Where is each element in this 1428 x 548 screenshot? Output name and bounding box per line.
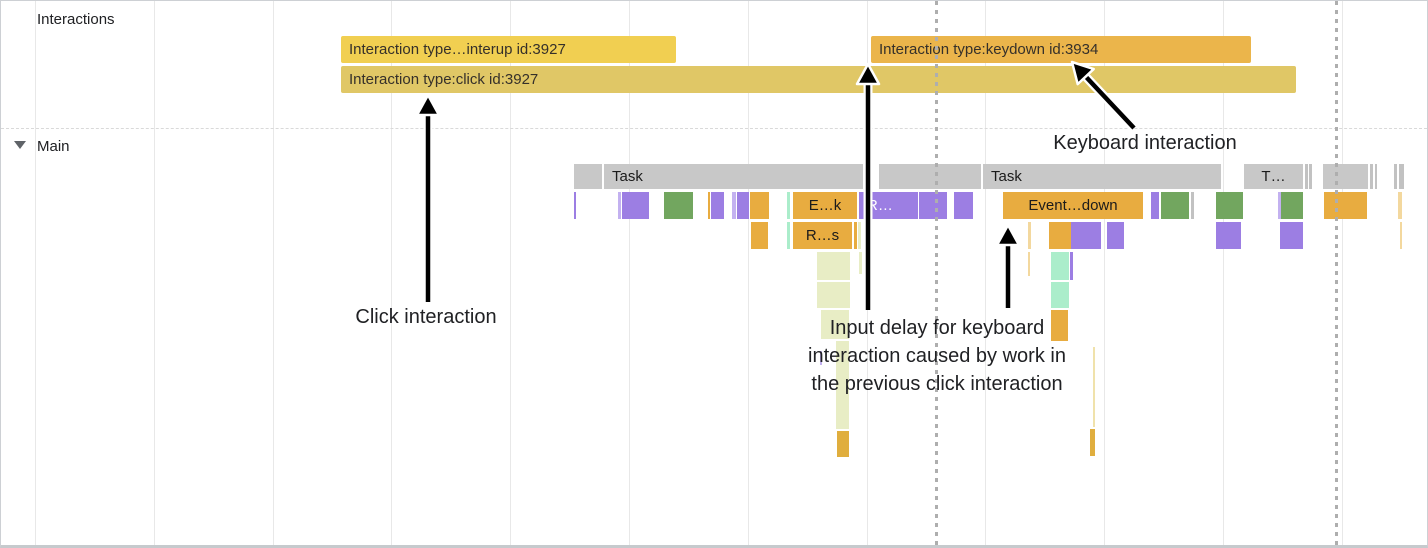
interaction-keydown[interactable]: Interaction type:keydown id:3934 — [871, 36, 1251, 63]
flame-bar[interactable] — [879, 164, 981, 189]
flame-bar[interactable] — [751, 222, 768, 249]
flame-bar-task[interactable]: Task — [604, 164, 863, 189]
flame-bar[interactable] — [1051, 310, 1068, 341]
interactions-track-label: Interactions — [37, 11, 115, 28]
flame-bar[interactable] — [954, 192, 973, 219]
flame-bar[interactable] — [1370, 164, 1373, 189]
dotted-guide-line — [935, 1, 938, 545]
keyboard-interaction-note: Keyboard interaction — [1053, 132, 1237, 154]
flame-bar[interactable] — [1049, 222, 1071, 249]
flame-bar-task[interactable]: Task — [983, 164, 1221, 189]
click-interaction-note: Click interaction — [355, 306, 497, 328]
flame-bar[interactable] — [574, 164, 602, 189]
grid-line — [35, 1, 36, 545]
grid-line — [1342, 1, 1343, 545]
flame-bar[interactable] — [1070, 252, 1073, 280]
flame-bar[interactable] — [1323, 164, 1368, 189]
main-track-label[interactable]: Main — [37, 138, 70, 155]
flame-bar[interactable] — [1278, 192, 1281, 219]
flame-bar[interactable] — [664, 192, 693, 219]
dotted-guide-line — [1335, 1, 1338, 545]
grid-line — [748, 1, 749, 545]
flame-bar[interactable] — [1093, 347, 1095, 427]
flame-bar[interactable] — [1151, 192, 1159, 219]
interaction-pointerup[interactable]: Interaction type…interup id:3927 — [341, 36, 676, 63]
flame-bar[interactable] — [1090, 429, 1095, 456]
flame-bar[interactable] — [837, 431, 849, 457]
flame-bar[interactable] — [1400, 222, 1402, 249]
track-separator — [1, 128, 1427, 129]
flame-bar[interactable] — [711, 192, 724, 219]
flame-bar[interactable] — [622, 192, 649, 219]
flame-bar[interactable] — [919, 192, 947, 219]
flame-bar-ek[interactable]: E…k — [793, 192, 857, 219]
flame-bar[interactable] — [821, 310, 849, 339]
flame-bar[interactable] — [817, 282, 850, 308]
flame-bar-eventdown[interactable]: Event…down — [1003, 192, 1143, 219]
main-track-collapse-icon[interactable] — [14, 141, 26, 149]
flame-bar-rs[interactable]: R…s — [793, 222, 852, 249]
flame-bar[interactable] — [787, 222, 790, 249]
flame-bar[interactable] — [1191, 192, 1194, 219]
interaction-click[interactable]: Interaction type:click id:3927 — [341, 66, 1296, 93]
flame-bar[interactable] — [708, 192, 710, 219]
flame-bar[interactable] — [820, 351, 822, 365]
flame-bar[interactable] — [1280, 222, 1303, 249]
grid-line — [154, 1, 155, 545]
flame-bar[interactable] — [836, 341, 849, 429]
flame-bar[interactable] — [1107, 222, 1124, 249]
grid-line — [1104, 1, 1105, 545]
click-arrow — [415, 93, 441, 302]
grid-line — [629, 1, 630, 545]
flame-bar[interactable] — [1375, 164, 1377, 189]
flame-bar[interactable] — [1051, 282, 1069, 308]
flame-bar[interactable] — [737, 192, 749, 219]
flame-bar-t[interactable]: T… — [1244, 164, 1303, 189]
flame-bar[interactable] — [1394, 164, 1397, 189]
grid-line — [1223, 1, 1224, 545]
input-delay-note: Input delay for keyboard interaction cau… — [808, 317, 1066, 395]
flame-bar[interactable] — [1399, 164, 1404, 189]
flame-bar[interactable] — [1071, 222, 1101, 249]
grid-line — [985, 1, 986, 545]
flame-bar[interactable] — [817, 252, 850, 280]
flame-bar[interactable] — [854, 222, 857, 249]
flame-bar[interactable] — [1324, 192, 1367, 219]
flame-bar[interactable] — [1305, 164, 1308, 189]
flame-bar[interactable] — [732, 192, 736, 219]
flame-bar[interactable] — [1281, 192, 1303, 219]
flame-bar[interactable] — [858, 222, 861, 249]
flame-bar[interactable] — [1216, 192, 1243, 219]
grid-line — [273, 1, 274, 545]
flame-bar[interactable] — [1309, 164, 1312, 189]
flame-bar[interactable] — [618, 192, 621, 219]
grid-line — [510, 1, 511, 545]
flame-bar[interactable] — [1028, 222, 1031, 249]
grid-line — [391, 1, 392, 545]
flame-bar[interactable] — [787, 192, 790, 219]
flame-bar[interactable] — [1216, 222, 1241, 249]
flame-bar[interactable] — [1398, 192, 1402, 219]
flame-bar-r[interactable]: R… — [859, 192, 918, 219]
flame-bar[interactable] — [859, 252, 862, 274]
flame-bar[interactable] — [1051, 252, 1069, 280]
flame-bar[interactable] — [750, 192, 769, 219]
flame-bar[interactable] — [1161, 192, 1189, 219]
event-arrow — [995, 223, 1021, 308]
flame-bar[interactable] — [574, 192, 576, 219]
flame-bar[interactable] — [1028, 252, 1030, 276]
